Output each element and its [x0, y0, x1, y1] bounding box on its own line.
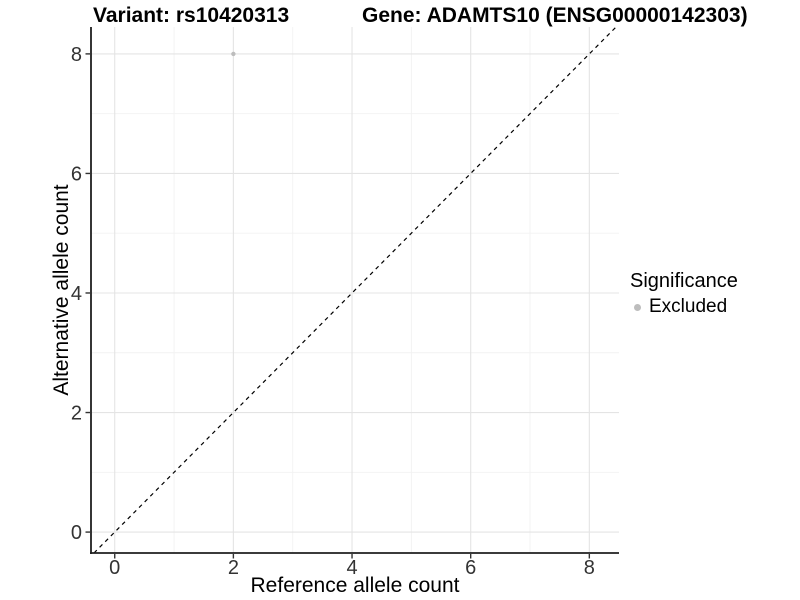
x-axis-label: Reference allele count — [250, 574, 460, 597]
plot-title-gene: Gene: ADAMTS10 (ENSG00000142303) — [362, 4, 748, 27]
y-tick-label: 2 — [71, 403, 82, 425]
x-tick-label: 0 — [109, 557, 120, 579]
y-tick-label: 0 — [71, 522, 82, 544]
x-tick-label: 8 — [584, 557, 595, 579]
x-tick-label: 2 — [228, 557, 239, 579]
y-tick-label: 4 — [71, 283, 82, 305]
legend: Significance Excluded — [630, 270, 738, 318]
data-point — [231, 51, 236, 57]
legend-title: Significance — [630, 270, 738, 292]
plot-title-variant: Variant: rs10420313 — [93, 4, 290, 27]
x-tick-label: 4 — [346, 557, 357, 579]
legend-entry-excluded: Excluded — [630, 296, 738, 318]
legend-point-icon — [634, 303, 641, 311]
y-tick-label: 8 — [71, 44, 82, 66]
y-axis-label: Alternative allele count — [50, 184, 73, 396]
identity-line — [93, 26, 617, 554]
x-tick-label: 6 — [465, 557, 476, 579]
y-tick-label: 6 — [71, 163, 82, 185]
legend-entry-label: Excluded — [649, 296, 728, 317]
